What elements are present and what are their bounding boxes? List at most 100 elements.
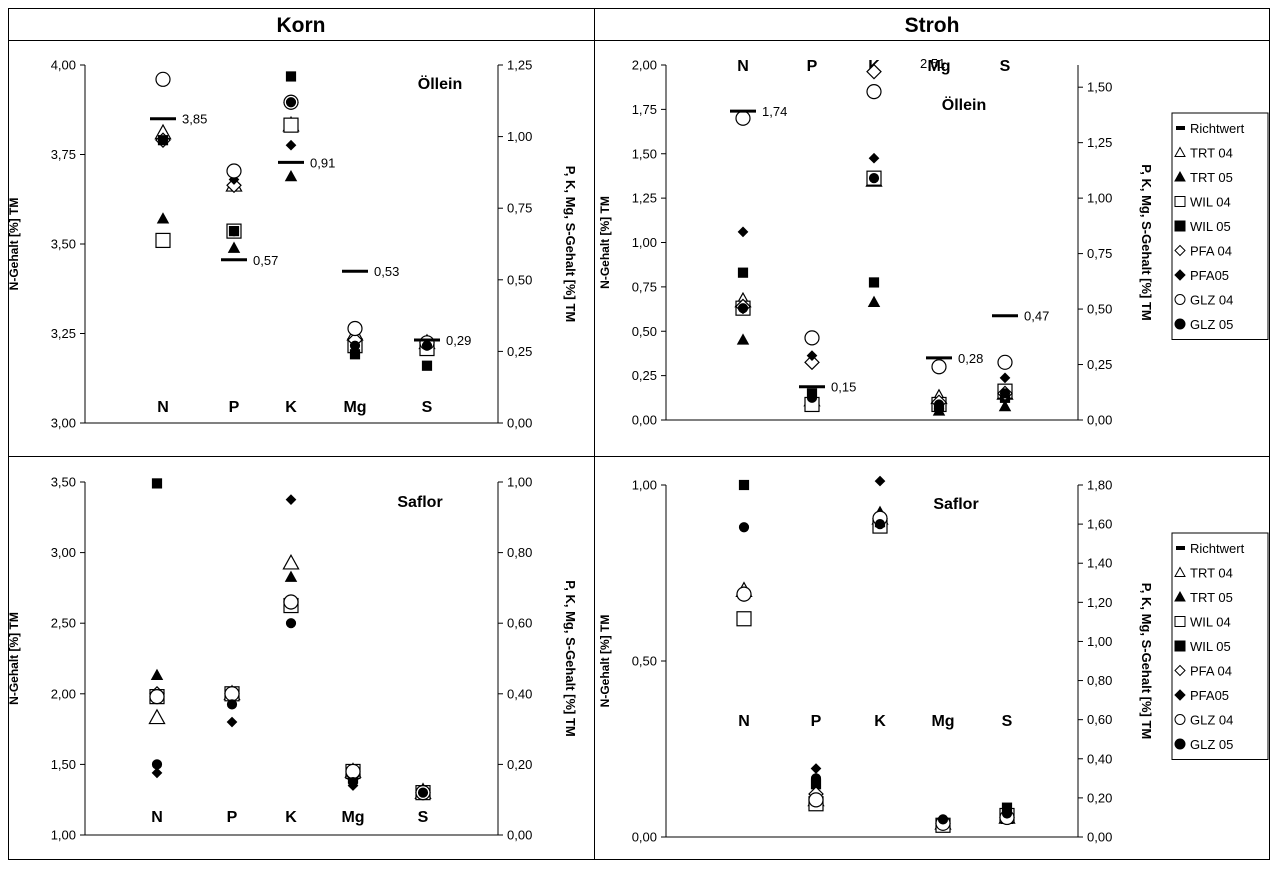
marker-trt-05-p bbox=[227, 241, 241, 253]
marker-trt-05-k bbox=[284, 169, 298, 182]
legend-item-trt-04: TRT 04 bbox=[1174, 146, 1233, 161]
legend-symbol-circle-filled bbox=[1174, 318, 1186, 330]
marker-pfa05-k bbox=[285, 139, 297, 151]
left-tick-label: 3,75 bbox=[51, 147, 76, 162]
category-label-s: S bbox=[422, 399, 433, 416]
marker-pfa05-k bbox=[868, 152, 880, 164]
legend-label: TRT 05 bbox=[1190, 590, 1233, 605]
legend-label: GLZ 04 bbox=[1190, 713, 1233, 728]
richtwert-label-k: 2,51 bbox=[920, 56, 945, 71]
marker-trt-05-k bbox=[284, 570, 298, 582]
right-tick-label: 0,00 bbox=[507, 828, 532, 843]
marker-glz-05-mg bbox=[937, 814, 949, 825]
category-label-s: S bbox=[1002, 713, 1013, 730]
category-label-k: K bbox=[874, 713, 886, 730]
marker-wil-04-k bbox=[283, 117, 299, 133]
marker-glz-05-k bbox=[285, 97, 297, 108]
left-axis-title: N-Gehalt [%] TM bbox=[7, 198, 21, 291]
category-label-s: S bbox=[418, 809, 429, 826]
legend-label: WIL 05 bbox=[1190, 219, 1231, 234]
right-axis-title: P, K, Mg, S-Gehalt [%] TM bbox=[1139, 164, 1154, 321]
legend-label: GLZ 04 bbox=[1190, 293, 1233, 308]
category-label-p: P bbox=[811, 713, 822, 730]
right-tick-label: 1,20 bbox=[1087, 595, 1112, 610]
marker-pfa05-p bbox=[810, 763, 822, 774]
marker-glz-05-mg bbox=[349, 340, 361, 351]
legend-symbol-diamond-filled bbox=[1174, 269, 1186, 281]
marker-pfa05-n bbox=[737, 226, 749, 238]
legend: Richtwert TRT 04 TRT 05 WIL 04 WIL 05 PFA 04 P… bbox=[1171, 112, 1269, 340]
legend-symbol-square-open bbox=[1174, 196, 1186, 207]
right-axis-title: P, K, Mg, S-Gehalt [%] TM bbox=[563, 580, 578, 737]
right-tick-label: 0,00 bbox=[1087, 413, 1112, 428]
marker-pfa05-n bbox=[151, 767, 163, 779]
right-tick-label: 1,00 bbox=[507, 475, 532, 490]
category-label-p: P bbox=[807, 58, 818, 75]
legend-symbol-diamond-open bbox=[1174, 244, 1186, 257]
richtwert-label-mg: 0,53 bbox=[374, 264, 399, 279]
legend-symbol-triangle-filled bbox=[1174, 590, 1186, 602]
legend-symbol-circle-open bbox=[1174, 714, 1186, 725]
legend-item-trt-05: TRT 05 bbox=[1174, 590, 1233, 605]
richtwert-label-s: 0,47 bbox=[1024, 309, 1049, 324]
marker-glz-05-n bbox=[737, 303, 749, 314]
crop-label: Saflor bbox=[397, 494, 442, 511]
marker-wil-05-s bbox=[421, 360, 433, 371]
left-tick-label: 1,50 bbox=[51, 757, 76, 772]
legend-item-pfa-04: PFA 04 bbox=[1174, 244, 1232, 259]
panel-korn-saflor: 1,00 1,50 2,00 2,50 3,00 3,50 0,00 0,20 0,40 0,60… bbox=[7, 475, 578, 843]
legend-box bbox=[1171, 532, 1269, 760]
left-tick-label: 3,25 bbox=[51, 326, 76, 341]
panel-stroh-llein: 0,00 0,25 0,50 0,75 1,00 1,25 1,50 1,75 2,00 0,00… bbox=[598, 56, 1269, 428]
legend-item-pfa05: PFA05 bbox=[1174, 268, 1229, 283]
marker-glz-04-n bbox=[155, 71, 171, 87]
richtwert-label-n: 1,74 bbox=[762, 104, 787, 119]
richtwert-label-s: 0,29 bbox=[446, 333, 471, 348]
marker-glz-05-k bbox=[874, 519, 886, 530]
right-axis-title: P, K, Mg, S-Gehalt [%] TM bbox=[1139, 583, 1154, 740]
right-tick-label: 0,25 bbox=[1087, 357, 1112, 372]
left-tick-label: 1,50 bbox=[632, 146, 657, 161]
marker-glz-05-k bbox=[868, 173, 880, 184]
marker-glz-05-p bbox=[228, 226, 240, 237]
legend-label: PFA 04 bbox=[1190, 664, 1232, 679]
legend-item-richtwert: Richtwert bbox=[1176, 541, 1245, 556]
left-tick-label: 0,75 bbox=[632, 279, 657, 294]
left-tick-label: 0,50 bbox=[632, 654, 657, 669]
legend-item-wil-05: WIL 05 bbox=[1174, 639, 1231, 654]
right-tick-label: 0,00 bbox=[507, 416, 532, 431]
left-tick-label: 1,00 bbox=[51, 828, 76, 843]
category-label-mg: Mg bbox=[927, 58, 950, 75]
right-tick-label: 1,50 bbox=[1087, 80, 1112, 95]
marker-pfa05-s bbox=[999, 372, 1011, 384]
figure-frame bbox=[8, 8, 1270, 860]
crop-label: Öllein bbox=[942, 95, 986, 114]
marker-wil-05-n bbox=[151, 478, 163, 489]
richtwert-label-k: 0,91 bbox=[310, 155, 335, 170]
right-tick-label: 0,20 bbox=[1087, 790, 1112, 805]
legend-label: PFA 04 bbox=[1190, 244, 1232, 259]
marker-glz-05-s bbox=[417, 787, 429, 798]
legend-item-glz-04: GLZ 04 bbox=[1174, 713, 1233, 728]
marker-glz-05-n bbox=[157, 135, 169, 146]
right-tick-label: 1,60 bbox=[1087, 517, 1112, 532]
marker-glz-04-mg bbox=[345, 763, 361, 780]
category-label-p: P bbox=[227, 809, 238, 826]
marker-glz-05-p bbox=[806, 392, 818, 403]
legend-label: TRT 04 bbox=[1190, 146, 1233, 161]
legend-label: WIL 05 bbox=[1190, 639, 1231, 654]
marker-glz-05-s bbox=[1001, 808, 1013, 819]
legend-symbol-triangle-open bbox=[1174, 566, 1186, 577]
marker-wil-04-n bbox=[736, 611, 752, 627]
marker-glz-04-p bbox=[224, 686, 240, 702]
legend-item-glz-05: GLZ 05 bbox=[1174, 317, 1233, 332]
left-tick-label: 3,50 bbox=[51, 237, 76, 252]
left-tick-label: 2,00 bbox=[632, 58, 657, 73]
right-tick-label: 1,25 bbox=[1087, 135, 1112, 150]
right-axis-title: P, K, Mg, S-Gehalt [%] TM bbox=[563, 166, 578, 323]
marker-glz-04-mg bbox=[931, 359, 947, 375]
legend-label: PFA05 bbox=[1190, 688, 1229, 703]
legend-label: Richtwert bbox=[1190, 121, 1245, 136]
category-label-mg: Mg bbox=[931, 713, 954, 730]
marker-trt-05-n bbox=[150, 668, 164, 681]
